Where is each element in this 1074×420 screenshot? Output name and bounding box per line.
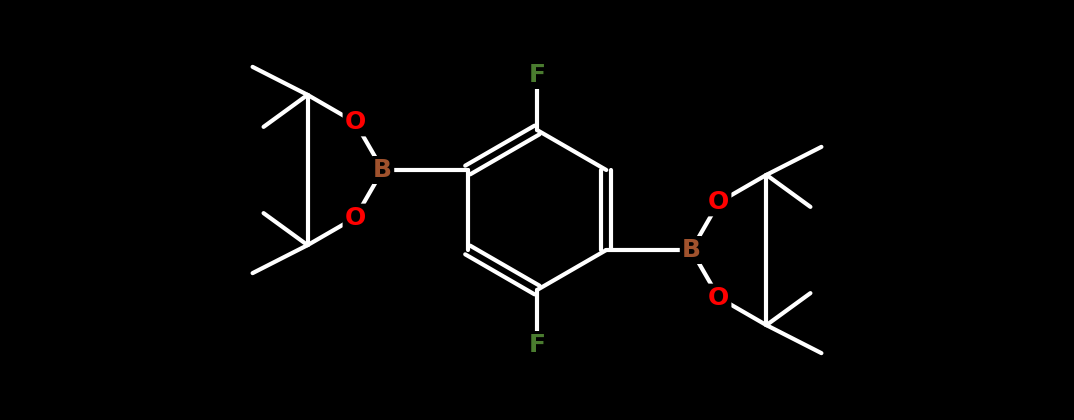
Text: F: F	[528, 333, 546, 357]
Text: O: O	[345, 206, 366, 230]
Text: F: F	[528, 63, 546, 87]
Text: B: B	[374, 158, 392, 182]
Text: O: O	[345, 110, 366, 134]
Text: O: O	[708, 190, 729, 214]
Text: B: B	[682, 238, 700, 262]
Text: O: O	[708, 286, 729, 310]
